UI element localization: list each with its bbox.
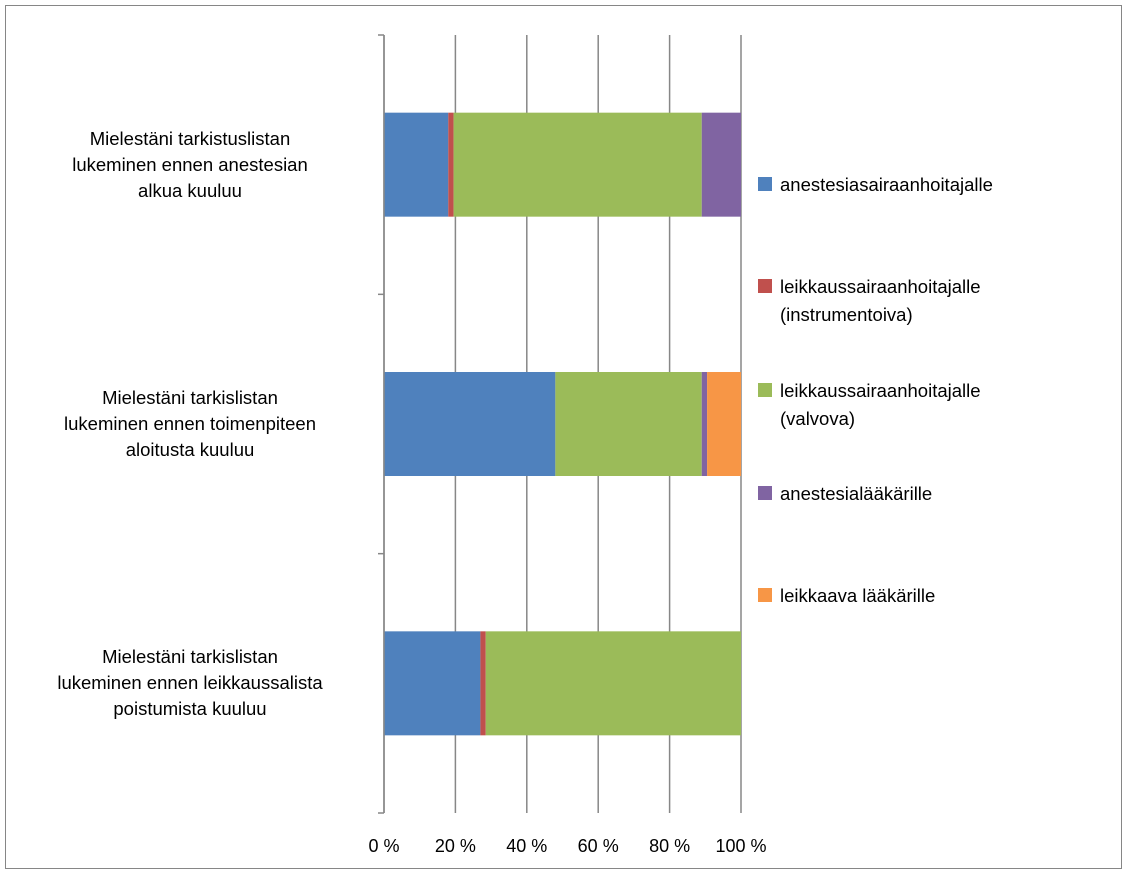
legend-label: leikkaussairaanhoitajalle (instrumentoiva… bbox=[780, 273, 1080, 329]
category-label-2: Mielestäni tarkislistan lukeminen ennen l… bbox=[30, 644, 350, 722]
legend-label-line: leikkaussairaanhoitajalle bbox=[780, 380, 981, 401]
legend-swatch bbox=[758, 486, 772, 500]
legend-item-1: leikkaussairaanhoitajalle (instrumentoiva… bbox=[758, 273, 1080, 329]
x-tick-label-5: 100 % bbox=[715, 836, 766, 856]
x-tick-label-3: 60 % bbox=[578, 836, 619, 856]
category-label-line: Mielestäni tarkislistan bbox=[102, 646, 278, 668]
bar-segment-2-2 bbox=[485, 631, 741, 736]
bar-segment-2-0 bbox=[384, 631, 481, 736]
bar-segment-0-3 bbox=[701, 112, 741, 217]
legend-label: anestesiasairaanhoitajalle bbox=[780, 171, 1080, 199]
x-tick-label-4: 80 % bbox=[649, 836, 690, 856]
category-label-line: aloitusta kuuluu bbox=[125, 439, 255, 460]
legend-item-0: anestesiasairaanhoitajalle bbox=[758, 171, 1080, 199]
category-label-line: Mielestäni tarkislistan bbox=[102, 387, 278, 408]
legend-label: leikkaava lääkärille bbox=[780, 582, 1080, 610]
category-label-0: Mielestäni tarkistuslistan lukeminen enne… bbox=[30, 126, 350, 204]
legend-label-line: leikkaava lääkärille bbox=[780, 585, 936, 606]
x-tick-label-1: 20 % bbox=[435, 836, 476, 856]
legend-swatch bbox=[758, 177, 772, 191]
legend-label: anestesialääkärille bbox=[780, 480, 1080, 508]
category-label-1: Mielestäni tarkislistan lukeminen ennen t… bbox=[30, 385, 350, 463]
legend-label-line: (instrumentoiva) bbox=[780, 304, 913, 325]
category-label-line: Mielestäni tarkistuslistan bbox=[89, 127, 291, 149]
bar-segment-1-2 bbox=[555, 372, 702, 476]
bar-segment-0-1 bbox=[448, 112, 454, 217]
bar-segment-1-3 bbox=[701, 372, 708, 476]
bar-segment-1-4 bbox=[707, 372, 741, 476]
bar-segment-1-0 bbox=[384, 372, 556, 476]
bar-segment-0-2 bbox=[453, 112, 702, 217]
legend-item-3: anestesialääkärille bbox=[758, 480, 1080, 508]
bar-segment-2-1 bbox=[480, 631, 486, 736]
x-tick-label-0: 0 % bbox=[368, 836, 399, 856]
legend-label: leikkaussairaanhoitajalle (valvova) bbox=[780, 377, 1080, 433]
legend-label-line: anestesiasairaanhoitajalle bbox=[780, 174, 993, 195]
bar-segment-0-0 bbox=[384, 112, 449, 217]
category-label-line: alkua kuuluu bbox=[138, 179, 242, 201]
category-label-line: lukeminen ennen anestesian bbox=[72, 153, 308, 175]
category-label-line: lukeminen ennen leikkaussalista bbox=[57, 672, 323, 694]
legend-label-line: (valvova) bbox=[780, 408, 856, 429]
legend-swatch bbox=[758, 383, 772, 397]
category-label-line: lukeminen ennen toimenpiteen bbox=[64, 413, 316, 434]
legend-swatch bbox=[758, 279, 772, 293]
legend-item-2: leikkaussairaanhoitajalle (valvova) bbox=[758, 377, 1080, 433]
legend-label-line: anestesialääkärille bbox=[780, 483, 933, 504]
x-tick-label-2: 40 % bbox=[506, 836, 547, 856]
legend-swatch bbox=[758, 588, 772, 602]
category-label-line: poistumista kuuluu bbox=[113, 698, 267, 720]
legend-item-4: leikkaava lääkärille bbox=[758, 582, 1080, 610]
legend-label-line: leikkaussairaanhoitajalle bbox=[780, 276, 981, 297]
